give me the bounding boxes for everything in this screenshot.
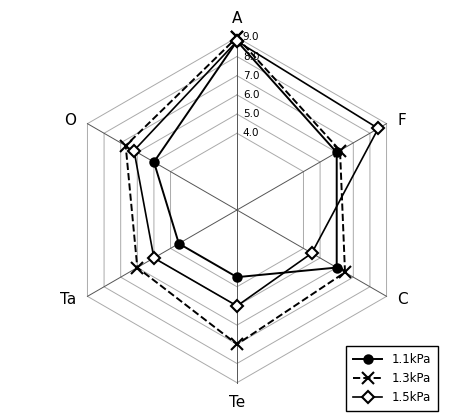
Text: Te: Te: [229, 395, 245, 410]
Text: 5.0: 5.0: [243, 109, 259, 119]
Text: C: C: [397, 292, 408, 307]
Text: Ta: Ta: [60, 292, 76, 307]
Text: 9.0: 9.0: [243, 32, 259, 42]
Text: F: F: [397, 113, 406, 128]
Text: 6.0: 6.0: [243, 90, 259, 100]
Text: 7.0: 7.0: [243, 71, 259, 81]
Text: 8.0: 8.0: [243, 52, 259, 61]
Legend: 1.1kPa, 1.3kPa, 1.5kPa: 1.1kPa, 1.3kPa, 1.5kPa: [346, 346, 438, 411]
Text: O: O: [64, 113, 76, 128]
Text: 4.0: 4.0: [243, 128, 259, 138]
Text: A: A: [232, 11, 242, 26]
